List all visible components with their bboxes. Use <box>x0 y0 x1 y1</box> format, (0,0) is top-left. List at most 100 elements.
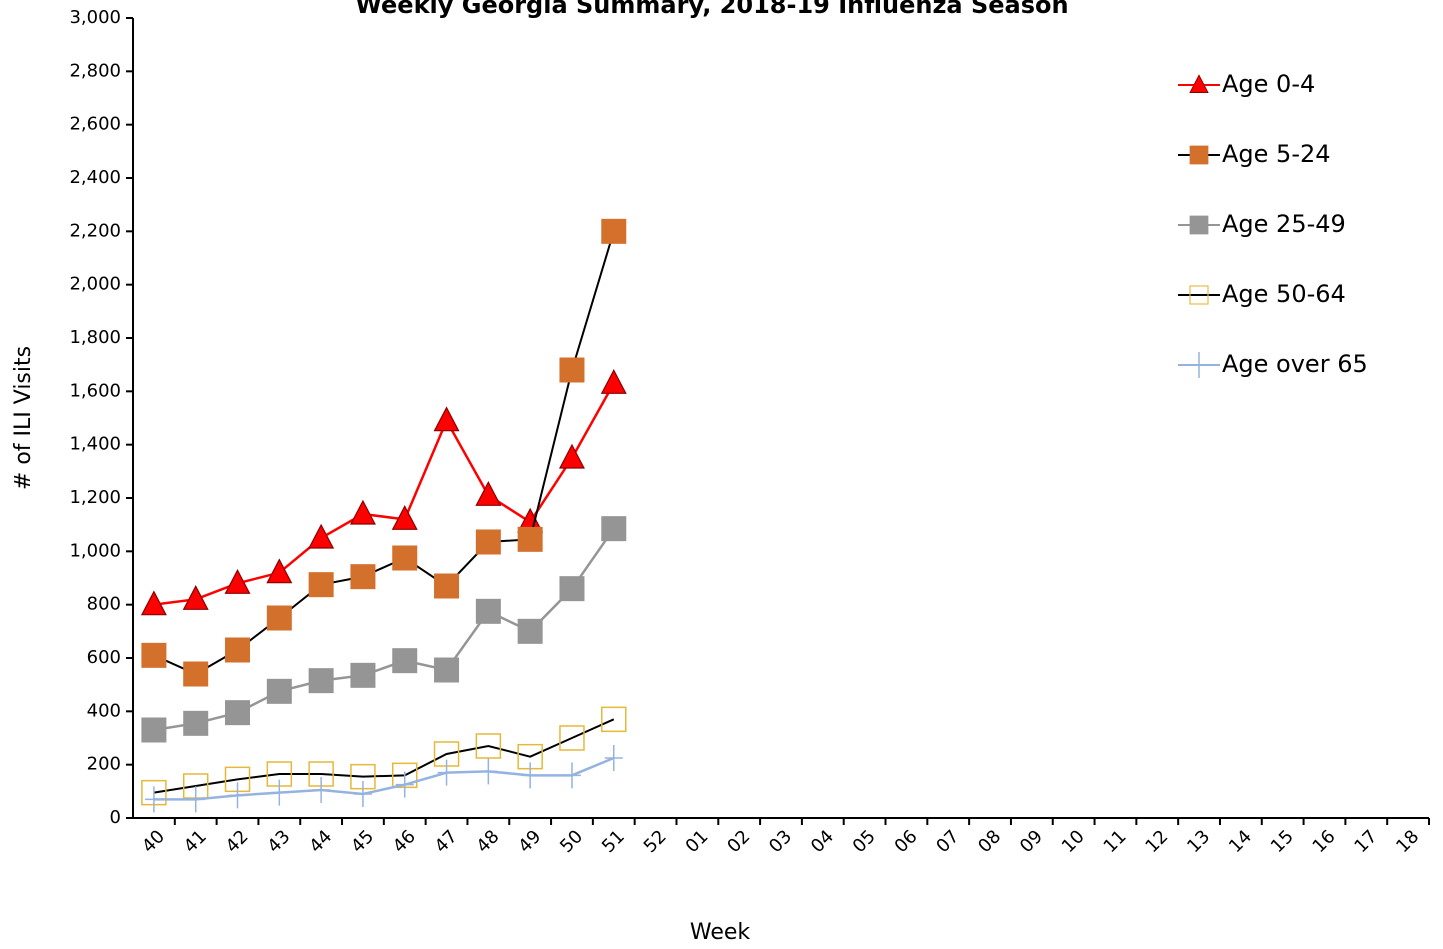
x-tick-label: 48 <box>472 826 503 857</box>
y-tick-label: 1,800 <box>69 327 121 348</box>
data-point <box>224 569 251 594</box>
series-line <box>153 231 615 676</box>
y-tick-label: 0 <box>110 807 121 828</box>
y-tick-label: 200 <box>87 754 121 775</box>
data-point <box>186 786 205 813</box>
data-point <box>266 678 292 704</box>
data-point <box>308 668 334 694</box>
y-tick-label: 2,000 <box>69 274 121 295</box>
x-axis-title: Week <box>690 920 751 945</box>
data-point <box>353 781 372 807</box>
data-point <box>270 779 289 806</box>
y-tick-label: 2,400 <box>69 167 121 188</box>
y-tick-label: 3,000 <box>69 7 121 28</box>
data-point <box>475 733 502 759</box>
data-point <box>601 516 627 542</box>
legend-label: Age 5-24 <box>1222 140 1331 168</box>
data-point <box>600 369 627 394</box>
data-point <box>225 637 251 663</box>
y-tick-label: 2,600 <box>69 114 121 135</box>
x-tick-label: 02 <box>723 826 754 857</box>
x-tick-label: 07 <box>932 826 963 857</box>
x-tick-label: 52 <box>640 826 671 857</box>
y-tick-label: 1,400 <box>69 434 121 455</box>
data-point <box>349 499 376 525</box>
data-point <box>350 662 376 688</box>
data-point <box>521 762 540 789</box>
series-line <box>153 382 615 606</box>
data-point <box>391 505 418 530</box>
legend-label: Age 50-64 <box>1222 280 1346 308</box>
data-point <box>395 771 414 798</box>
y-tick-label: 2,200 <box>69 220 121 241</box>
data-point <box>558 443 585 469</box>
x-tick-label: 15 <box>1267 826 1298 857</box>
x-tick-label: 11 <box>1100 826 1131 857</box>
data-point <box>182 585 209 610</box>
data-point <box>559 725 585 751</box>
x-tick-label: 45 <box>347 826 378 857</box>
legend-label: Age 0-4 <box>1222 70 1315 98</box>
y-tick-label: 2,800 <box>69 60 121 81</box>
y-axis-title: # of ILI Visits <box>11 346 36 490</box>
y-tick-label: 1,600 <box>69 380 121 401</box>
series-line <box>153 527 615 732</box>
data-point <box>183 661 209 687</box>
x-tick-label: 01 <box>682 826 713 857</box>
data-point <box>392 545 418 571</box>
data-point <box>604 745 623 771</box>
data-point <box>141 717 167 743</box>
x-tick-label: 49 <box>514 826 545 857</box>
x-tick-label: 12 <box>1141 826 1172 857</box>
data-point <box>266 605 292 631</box>
x-tick-label: 04 <box>807 826 838 857</box>
legend-marker <box>1189 74 1209 93</box>
legend-label: Age 25-49 <box>1222 210 1346 238</box>
data-point <box>308 523 335 549</box>
x-tick-label: 40 <box>138 826 169 857</box>
legend-marker <box>1189 145 1209 165</box>
data-point <box>479 758 498 785</box>
data-point <box>140 590 167 616</box>
x-tick-label: 13 <box>1183 826 1214 857</box>
series-line <box>153 718 615 794</box>
data-point <box>434 657 460 683</box>
x-tick-label: 14 <box>1225 826 1256 857</box>
x-tick-label: 17 <box>1350 826 1381 857</box>
x-tick-label: 42 <box>222 826 253 857</box>
chart-title: Weekly Georgia Summary, 2018-19 Influenz… <box>355 0 1068 19</box>
legend-label: Age over 65 <box>1222 350 1368 378</box>
x-tick-label: 46 <box>389 826 420 857</box>
data-point <box>266 558 293 584</box>
x-tick-label: 10 <box>1058 826 1089 857</box>
data-point <box>225 700 251 726</box>
data-point <box>475 529 501 555</box>
legend-marker <box>1189 285 1209 305</box>
y-tick-label: 600 <box>87 647 121 668</box>
x-tick-label: 47 <box>431 826 462 857</box>
data-point <box>433 406 460 432</box>
data-point <box>183 710 209 736</box>
x-tick-label: 44 <box>305 826 336 857</box>
x-tick-label: 43 <box>263 826 294 857</box>
x-tick-label: 09 <box>1016 826 1047 857</box>
data-point <box>475 598 501 624</box>
data-point <box>475 481 502 506</box>
y-tick-label: 1,000 <box>69 540 121 561</box>
data-point <box>312 777 331 803</box>
x-tick-label: 16 <box>1309 826 1340 857</box>
y-tick-label: 1,200 <box>69 487 121 508</box>
legend-marker <box>1190 352 1208 378</box>
x-tick-label: 50 <box>556 826 587 857</box>
data-point <box>517 526 543 552</box>
data-point <box>559 576 585 602</box>
data-point <box>141 642 167 668</box>
data-point <box>562 762 581 789</box>
x-tick-label: 51 <box>598 826 629 857</box>
y-tick-label: 800 <box>87 594 121 615</box>
data-point <box>434 573 460 599</box>
x-tick-label: 18 <box>1392 826 1423 857</box>
data-point <box>144 786 163 813</box>
x-tick-label: 08 <box>974 826 1005 857</box>
